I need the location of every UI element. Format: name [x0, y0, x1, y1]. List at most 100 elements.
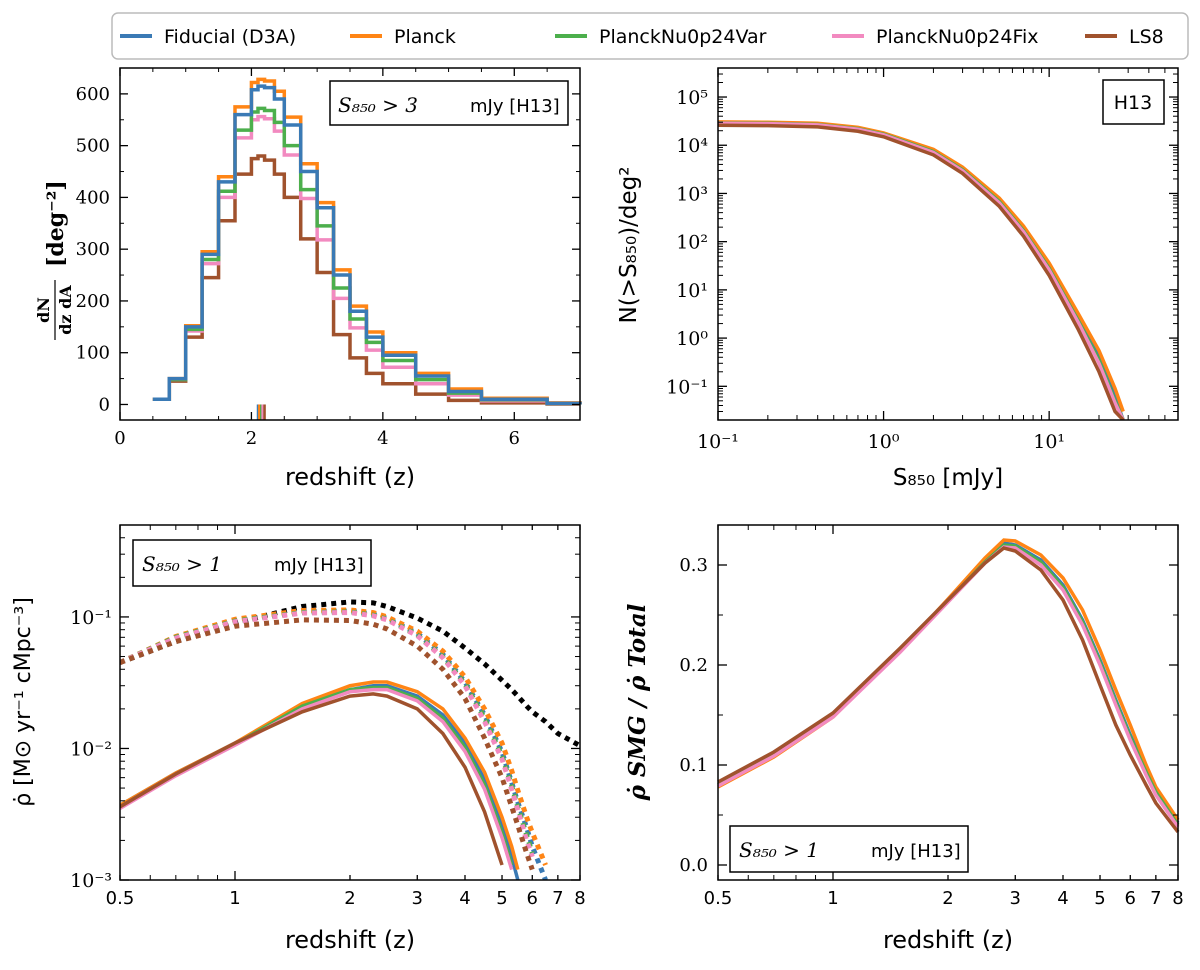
smg-sfrd-line-PlanckNu0p24Var: [120, 685, 514, 866]
smg-sfrd-line-PlanckNu0p24Fix: [120, 687, 514, 871]
legend-items: Fiducial (D3A) Planck PlanckNu0p24Var Planc…: [120, 26, 1164, 48]
xtick-label: 0.5: [106, 888, 135, 909]
xtick-label: 2: [344, 888, 355, 909]
legend-frame: [111, 12, 1189, 60]
fraction-line-LS8: [717, 546, 1180, 834]
legend-label-2: PlanckNu0p24Var: [599, 26, 767, 48]
cosmology-total-line-LS8: [120, 617, 535, 871]
ytick-label: 10⁴: [676, 135, 708, 157]
panel-c-xlabel: redshift (z): [285, 926, 415, 954]
annotation-box: [329, 80, 569, 126]
panel-a-ticks: 0 100 200 300 400 500 600 0 2 4 6: [76, 67, 580, 449]
total-sfrd-line: [120, 599, 580, 748]
ytick-label: 10⁻¹: [666, 376, 708, 398]
annotation-cut: S₈₅₀ > 1: [739, 838, 819, 862]
smg-sfrd-line-LS8: [120, 692, 504, 866]
panel-a-plot-area: [152, 77, 582, 420]
xtick-label: 7: [552, 888, 563, 909]
panel-sfrd-fraction: 0.0 0.1 0.2 0.3 0.5 1 2 3 4 5 6 7 8 S₈₅₀ > 1 mJy [H1…: [624, 524, 1184, 954]
fraction-line-PlanckNu0p24Fix: [717, 545, 1180, 828]
ytick-label: 10³: [676, 183, 708, 205]
xtick-label: 10⁻¹: [697, 431, 739, 453]
xtick-label: 3: [1010, 888, 1021, 909]
xtick-label: 6: [1125, 888, 1136, 909]
smg-sfrd-line-Planck: [120, 680, 520, 871]
panel-c-ticks: 10⁻³ 10⁻² 10⁻¹ 0.5 1 2 3 4 5 6 7 8: [70, 525, 586, 909]
ytick-label: 10²: [676, 232, 708, 254]
cosmology-total-line-Planck: [120, 607, 548, 866]
counts-line-PlanckNu0p24Fix: [718, 121, 1125, 420]
ytick-label: 200: [76, 291, 110, 312]
counts-line-LS8: [718, 123, 1125, 420]
panel-d-plot-area: [717, 538, 1180, 834]
ytick-label: 10⁻³: [70, 870, 112, 892]
xtick-label: 2: [246, 428, 257, 449]
panel-b-xlabel: S₈₅₀ [mJy]: [893, 465, 1003, 491]
cosmology-total-line-Fiducial (D3A): [120, 608, 548, 880]
ytick-label: 10⁵: [676, 87, 708, 109]
xtick-label: 4: [1057, 888, 1068, 909]
annotation-cut: S₈₅₀ > 3: [338, 93, 418, 117]
ylabel-unit: [deg⁻²]: [43, 180, 69, 267]
legend-label-4: LS8: [1129, 26, 1164, 48]
panel-d-ticks: 0.0 0.1 0.2 0.3 0.5 1 2 3 4 5 6 7 8: [679, 525, 1184, 909]
xtick-label: 0.5: [704, 888, 733, 909]
panel-d-ylabel: ρ̇ SMG / ρ̇ Total: [624, 603, 651, 801]
xtick-label: 7: [1150, 888, 1161, 909]
ylabel-top: dN: [34, 297, 53, 323]
legend-label-3: PlanckNu0p24Fix: [876, 26, 1039, 48]
ytick-label: 0.1: [679, 755, 708, 776]
ytick-label: 10⁻¹: [70, 607, 112, 629]
xtick-label: 1: [827, 888, 838, 909]
smg-sfrd-line-Fiducial (D3A): [120, 683, 520, 880]
legend: Fiducial (D3A) Planck PlanckNu0p24Var Planc…: [111, 12, 1189, 60]
annotation-unit: mJy [H13]: [871, 841, 961, 862]
panel-c-annotation: S₈₅₀ > 1 mJy [H13]: [132, 539, 372, 587]
xtick-label: 5: [1094, 888, 1105, 909]
counts-line-Fiducial (D3A): [718, 121, 1125, 420]
panel-c-ylabel: ρ̇ [M⊙ yr⁻¹ cMpc⁻³]: [11, 597, 36, 807]
xtick-label: 5: [496, 888, 507, 909]
annotation-unit: mJy [H13]: [274, 555, 364, 576]
xtick-label: 0: [114, 428, 125, 449]
panel-b-plot-area: [718, 120, 1125, 420]
ytick-label: 0.3: [679, 555, 708, 576]
panel-b-annotation: H13: [1102, 79, 1165, 125]
xtick-label: 3: [412, 888, 423, 909]
cosmology-total-line-PlanckNu0p24Fix: [120, 610, 535, 858]
xtick-label: 10⁰: [868, 431, 900, 453]
hist-line-Fiducial (D3A): [152, 84, 582, 406]
xtick-label: 4: [459, 888, 470, 909]
xtick-label: 6: [527, 888, 538, 909]
ytick-label: 10⁰: [676, 328, 708, 350]
ytick-label: 0.0: [679, 855, 708, 876]
panel-sfrd: 10⁻³ 10⁻² 10⁻¹ 0.5 1 2 3 4 5 6 7 8 S₈₅₀ > 1 mJy [H1…: [11, 524, 586, 954]
panel-a-annotation: S₈₅₀ > 3 mJy [H13]: [329, 80, 569, 126]
ytick-label: 600: [76, 84, 110, 105]
panel-a-ylabel: dN dz dA [deg⁻²]: [34, 180, 75, 340]
annotation-box: [132, 539, 372, 587]
xtick-label: 8: [1172, 888, 1183, 909]
xtick-label: 6: [509, 428, 520, 449]
panel-b-ylabel: N(>S₈₅₀)/deg²: [616, 166, 642, 323]
ytick-label: 0: [99, 394, 110, 415]
panel-cumulative-counts: 10⁻¹ 10⁰ 10¹ 10² 10³ 10⁴ 10⁵ 10⁻¹ 10⁰ 10¹ H13 N(>…: [616, 67, 1179, 491]
xtick-label: 8: [574, 888, 585, 909]
panel-a-xlabel: redshift (z): [285, 463, 415, 491]
cosmology-total-line-PlanckNu0p24Var: [120, 609, 535, 854]
panel-d-annotation: S₈₅₀ > 1 mJy [H13]: [729, 825, 969, 873]
annotation-box: [729, 825, 969, 873]
legend-label-1: Planck: [394, 26, 456, 48]
ytick-label: 10¹: [676, 280, 708, 302]
annotation-unit: mJy [H13]: [470, 96, 560, 117]
xtick-label: 2: [942, 888, 953, 909]
counts-line-PlanckNu0p24Var: [718, 121, 1125, 420]
panel-b-ticks: 10⁻¹ 10⁰ 10¹ 10² 10³ 10⁴ 10⁵ 10⁻¹ 10⁰ 10¹: [666, 68, 1178, 453]
ytick-label: 10⁻²: [70, 738, 112, 760]
counts-line-Planck: [718, 120, 1125, 413]
xtick-label: 4: [377, 428, 388, 449]
annotation-label: H13: [1114, 92, 1152, 114]
ytick-label: 400: [76, 187, 110, 208]
ytick-label: 100: [76, 343, 110, 364]
panel-redshift-histogram: 0 100 200 300 400 500 600 0 2 4 6 S₈₅₀ > 3 mJy [H1…: [34, 67, 582, 491]
